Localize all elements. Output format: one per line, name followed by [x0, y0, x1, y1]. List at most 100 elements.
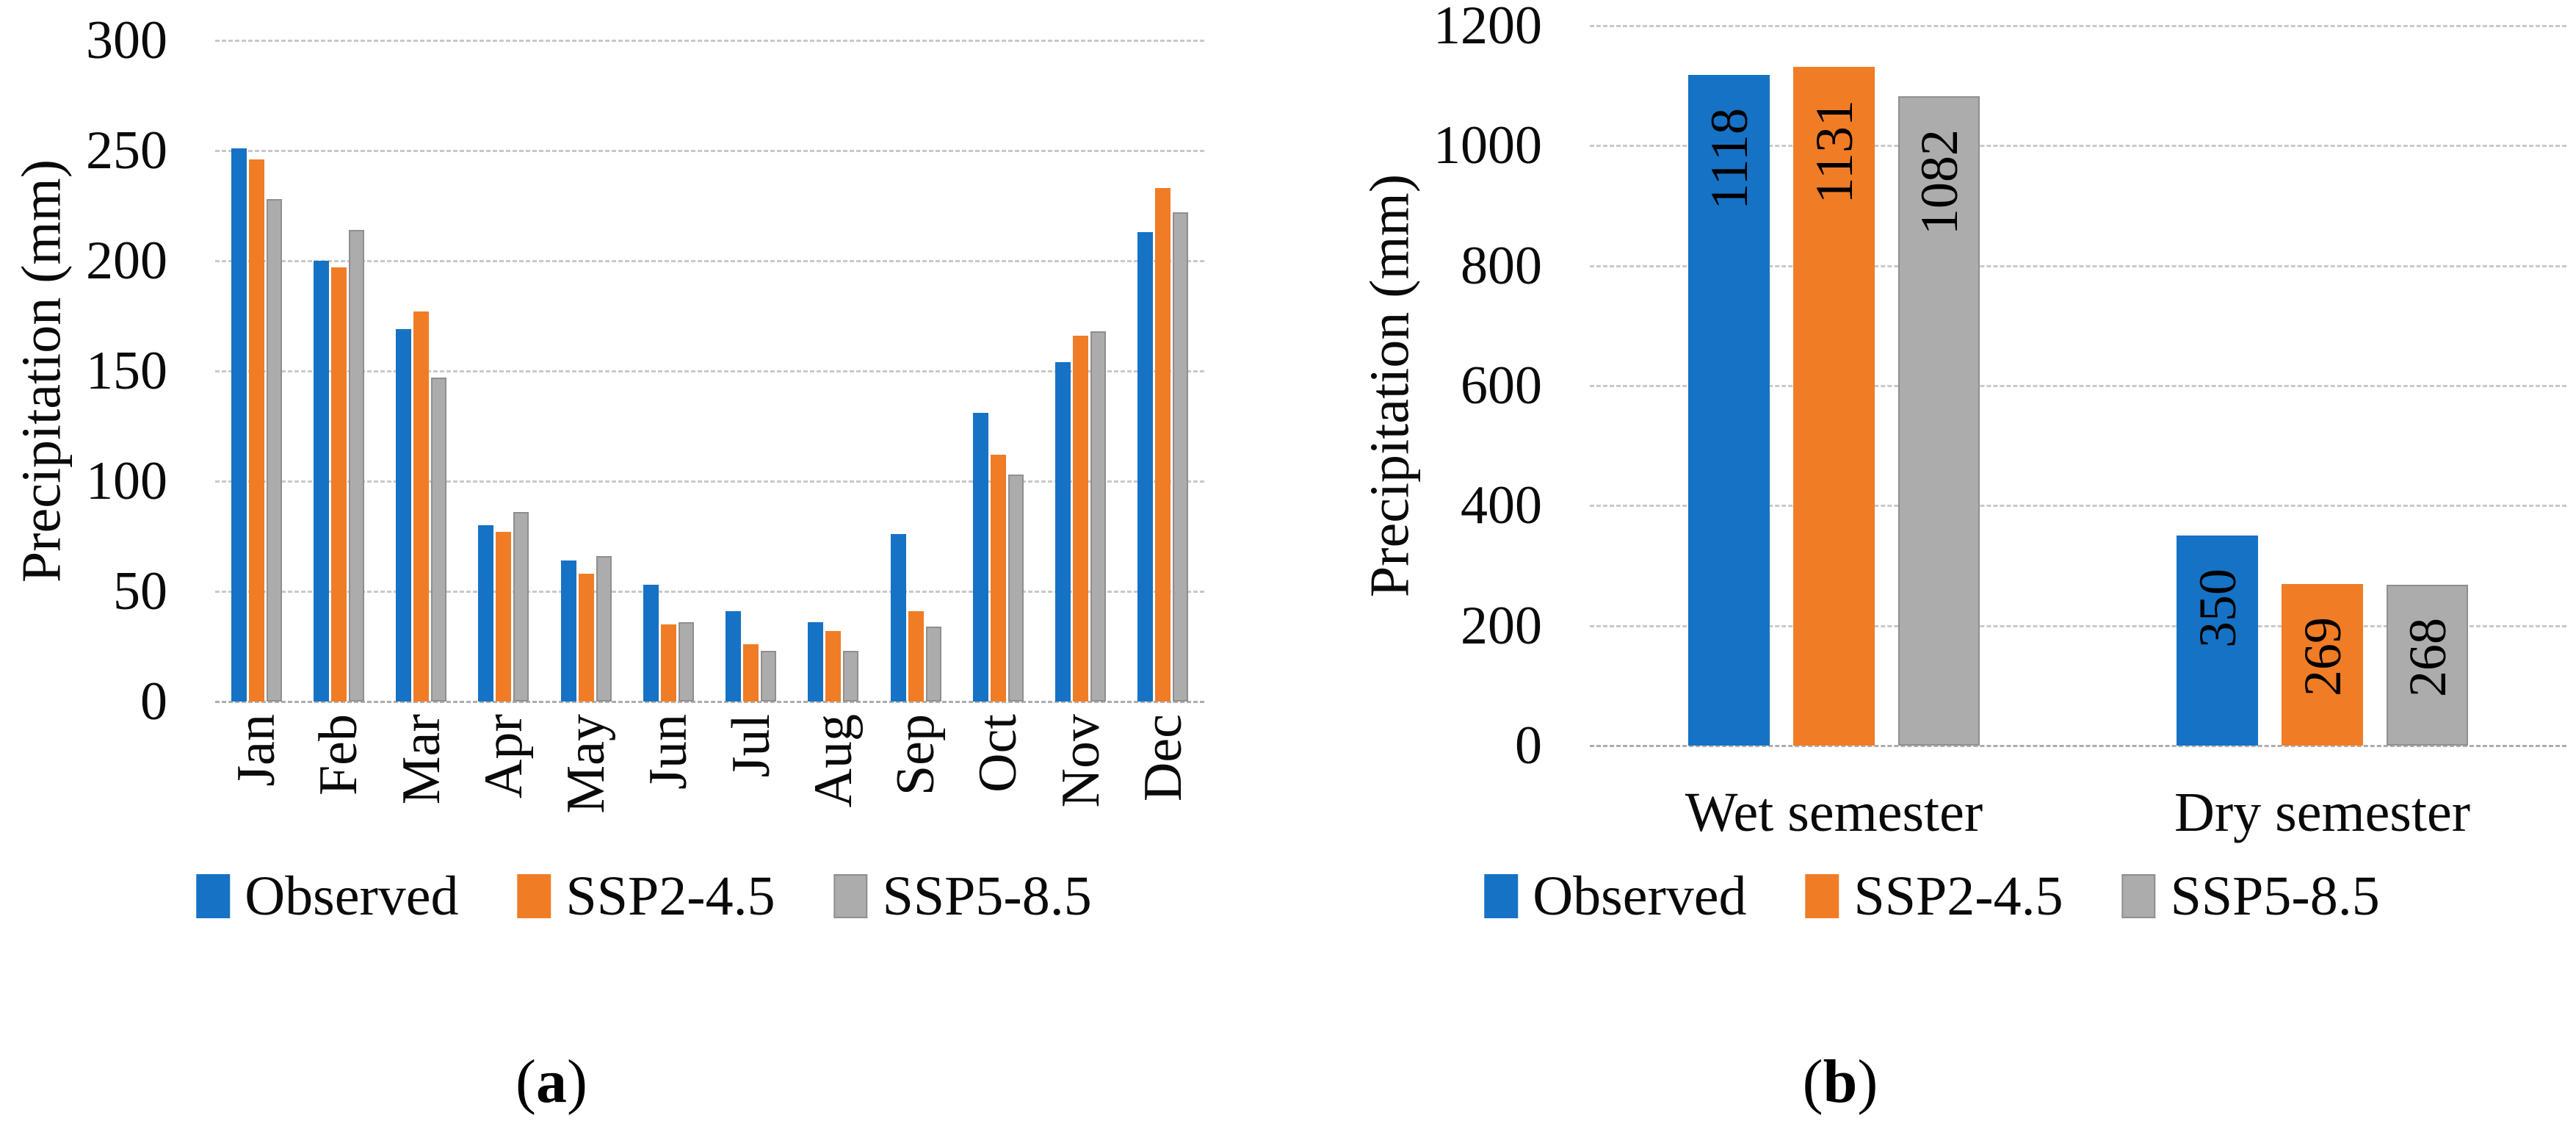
gridline-400 [1590, 505, 2566, 508]
y-tick-label-50: 50 [113, 561, 167, 621]
bar-ssp5-8-5-jul [761, 651, 777, 702]
bar-value-label: 1131 [1804, 100, 1864, 204]
legend-label: SSP5-8.5 [882, 865, 1092, 927]
bar-ssp5-8-5-sep [925, 627, 941, 702]
y-tick-label-400: 400 [1461, 475, 1542, 536]
gridline-1000 [1590, 145, 2566, 148]
bar-ssp5-8-5-mar [431, 378, 447, 702]
bar-ssp2-4-5-wet-semester [1793, 67, 1875, 746]
bar-observed-aug [808, 622, 824, 702]
bar-ssp5-8-5-dec [1173, 212, 1189, 702]
bar-observed-oct [972, 413, 988, 702]
bar-ssp2-4-5-apr [496, 532, 512, 702]
bar-observed-mar [396, 329, 412, 702]
legend-label: Observed [245, 865, 459, 927]
bar-value-label: 350 [2188, 569, 2247, 649]
legend-item-observed: Observed [1484, 867, 1746, 926]
legend-item-ssp2-4-5: SSP2-4.5 [1805, 867, 2063, 926]
bar-value-label: 269 [2293, 617, 2352, 697]
bar-observed-nov [1055, 362, 1071, 702]
bar-ssp2-4-5-sep [908, 611, 924, 702]
legend-label: SSP2-4.5 [565, 865, 775, 927]
gridline-600 [1590, 385, 2566, 387]
gridline-0 [215, 701, 1204, 703]
bar-ssp2-4-5-dec [1155, 188, 1171, 702]
gridline-300 [215, 40, 1204, 42]
bar-observed-sep [890, 534, 906, 702]
legend-swatch-icon [833, 874, 868, 918]
caption-b-close: ) [1857, 1048, 1878, 1116]
y-tick-label-250: 250 [86, 120, 167, 181]
legend-item-ssp5-8-5: SSP5-8.5 [833, 865, 1092, 927]
y-tick-label-200: 200 [1461, 595, 1542, 656]
bar-value-label: 268 [2398, 618, 2457, 698]
bar-ssp2-4-5-oct [990, 455, 1006, 702]
gridline-200 [215, 260, 1204, 262]
bar-observed-feb [313, 261, 329, 702]
bar-observed-dry-semester [2177, 536, 2258, 746]
legend-swatch-icon [2121, 874, 2156, 918]
legend-label: Observed [1533, 865, 1747, 927]
gridline-0 [1590, 745, 2566, 747]
bar-ssp5-8-5-jan [266, 199, 282, 702]
y-tick-label-1200: 1200 [1433, 0, 1542, 56]
bar-observed-wet-semester [1688, 74, 1770, 746]
x-axis-label-dry-semester: Dry semester [2174, 782, 2471, 843]
y-tick-label-0: 0 [140, 671, 167, 732]
caption-a-letter: a [536, 1048, 567, 1116]
bar-ssp2-4-5-may [578, 574, 594, 702]
bar-ssp5-8-5-dry-semester [2387, 585, 2468, 746]
y-tick-label-1000: 1000 [1433, 115, 1542, 176]
bar-ssp5-8-5-oct [1007, 475, 1024, 702]
bar-ssp5-8-5-apr [513, 512, 529, 702]
legend-swatch-icon [517, 874, 551, 918]
gridline-800 [1590, 264, 2566, 267]
legend-a: Observed SSP2-4.5 SSP5-8.5 [196, 865, 1092, 927]
caption-a-open: ( [515, 1048, 536, 1116]
bar-ssp2-4-5-feb [330, 267, 347, 702]
y-tick-label-150: 150 [86, 341, 167, 401]
bar-observed-dec [1137, 232, 1154, 702]
caption-b-letter: b [1823, 1048, 1858, 1116]
caption-a: (a) [515, 1049, 587, 1115]
y-tick-label-800: 800 [1461, 235, 1542, 296]
bar-value-label: 1082 [1909, 129, 1969, 236]
caption-b-open: ( [1802, 1048, 1823, 1116]
legend-item-observed: Observed [196, 867, 458, 926]
bar-ssp5-8-5-jun [678, 622, 694, 702]
y-tick-label-100: 100 [86, 451, 167, 511]
bar-value-label: 1118 [1699, 107, 1759, 210]
legend-swatch-icon [1805, 874, 1839, 918]
y-tick-label-0: 0 [1515, 715, 1542, 776]
bar-ssp5-8-5-wet-semester [1898, 96, 1980, 746]
bar-ssp5-8-5-nov [1090, 331, 1107, 702]
bar-ssp2-4-5-aug [825, 631, 842, 702]
gridline-250 [215, 150, 1204, 152]
bar-observed-jun [643, 585, 659, 702]
caption-b: (b) [1803, 1049, 1878, 1115]
bar-ssp2-4-5-jul [743, 644, 759, 702]
bar-ssp2-4-5-dry-semester [2282, 584, 2363, 746]
bar-observed-may [560, 560, 576, 702]
legend-swatch-icon [196, 874, 231, 918]
gridline-150 [215, 370, 1204, 372]
gridline-100 [215, 480, 1204, 483]
bar-ssp2-4-5-jan [248, 159, 264, 702]
bar-observed-jan [231, 148, 247, 702]
caption-a-close: ) [567, 1048, 587, 1116]
legend-item-ssp5-8-5: SSP5-8.5 [2121, 865, 2380, 927]
bar-ssp2-4-5-nov [1073, 336, 1089, 702]
bar-ssp2-4-5-jun [660, 624, 676, 702]
legend-label: SSP2-4.5 [1853, 865, 2063, 927]
legend-swatch-icon [1484, 874, 1519, 918]
legend-item-ssp2-4-5: SSP2-4.5 [517, 867, 775, 926]
gridline-50 [215, 591, 1204, 593]
x-axis-label-wet-semester: Wet semester [1685, 782, 1983, 843]
y-tick-label-600: 600 [1461, 356, 1542, 416]
bar-ssp5-8-5-aug [843, 651, 859, 702]
bar-observed-apr [478, 525, 494, 702]
legend-label: SSP5-8.5 [2170, 865, 2380, 927]
